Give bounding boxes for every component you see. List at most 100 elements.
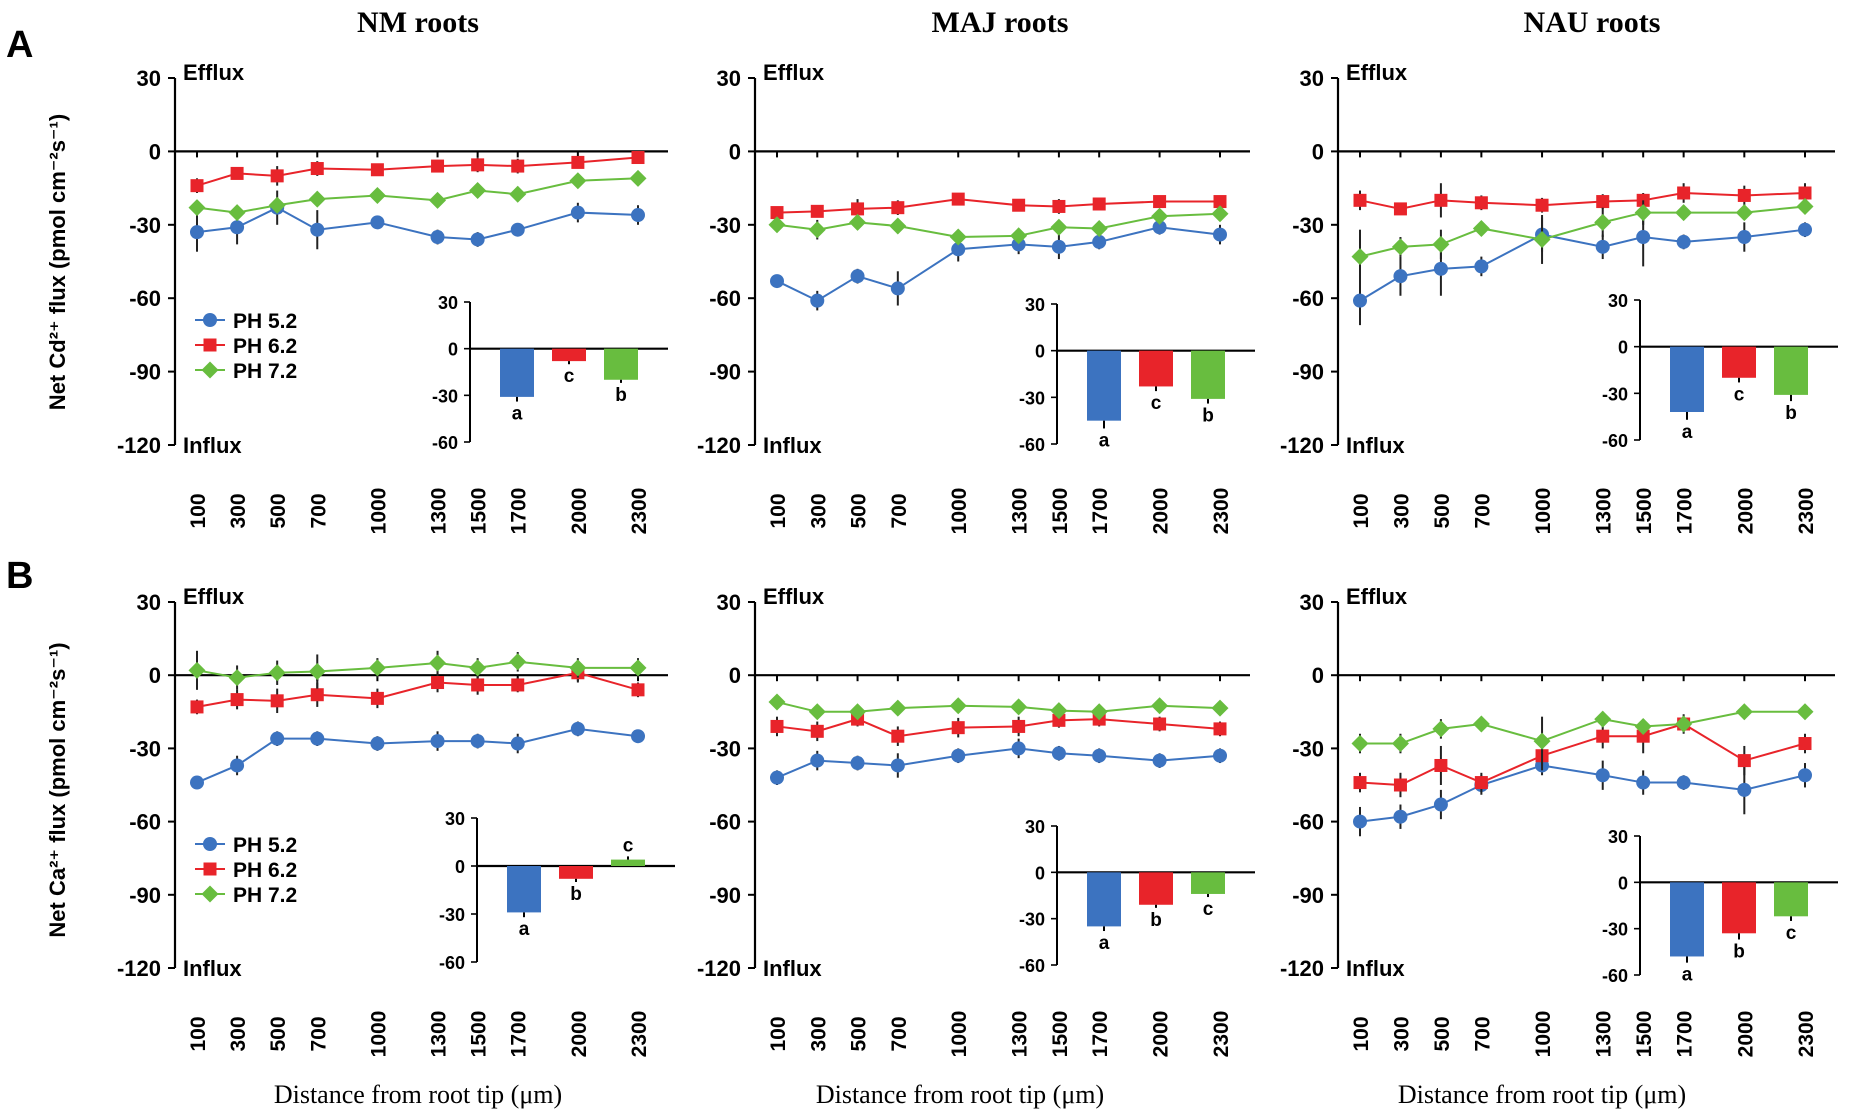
data-point-diamond bbox=[849, 703, 867, 721]
data-point-circle bbox=[1051, 239, 1066, 254]
data-point-diamond bbox=[268, 196, 286, 214]
data-point-circle bbox=[1353, 293, 1367, 308]
data-point-diamond bbox=[1472, 219, 1490, 237]
data-point-circle bbox=[1152, 753, 1167, 768]
x-tick-label: 2300 bbox=[1210, 1011, 1233, 1058]
data-point-diamond bbox=[429, 191, 447, 209]
data-point-circle bbox=[1051, 746, 1066, 761]
data-point-diamond bbox=[808, 703, 826, 721]
data-point-circle bbox=[1474, 259, 1489, 274]
x-tick-label: 2000 bbox=[1734, 1011, 1757, 1058]
x-tick-label: 500 bbox=[848, 1016, 871, 1051]
x-tick-label: 2300 bbox=[1795, 488, 1818, 535]
data-point-diamond bbox=[629, 659, 647, 677]
data-point-circle bbox=[310, 731, 325, 746]
inset-bar bbox=[507, 866, 541, 913]
data-point-circle bbox=[230, 220, 245, 235]
data-point-circle bbox=[1353, 814, 1367, 829]
inset-bar bbox=[500, 348, 534, 397]
y-tick-label: -30 bbox=[1292, 736, 1324, 761]
data-point-diamond bbox=[1735, 703, 1753, 721]
data-point-circle bbox=[190, 775, 204, 790]
series-line-PH72 bbox=[776, 212, 1221, 239]
y-tick-label: 0 bbox=[149, 663, 161, 688]
data-point-square bbox=[1737, 188, 1751, 202]
x-tick-label: 100 bbox=[767, 1016, 790, 1051]
inset-significance-letter: b bbox=[570, 884, 582, 905]
data-point-diamond bbox=[889, 217, 907, 235]
inset-y-tick-label: 0 bbox=[1035, 342, 1045, 362]
data-point-circle bbox=[1737, 782, 1752, 797]
data-point-square bbox=[1393, 202, 1407, 216]
data-point-square bbox=[1596, 729, 1610, 743]
data-point-diamond bbox=[629, 169, 647, 187]
x-tick-label: 700 bbox=[1471, 493, 1494, 528]
row-b-ylabel: Net Ca²⁺ flux (pmol cm⁻²s⁻¹) bbox=[45, 642, 70, 937]
data-point-diamond bbox=[1050, 218, 1068, 236]
data-point-square bbox=[1535, 198, 1549, 212]
y-tick-label: 0 bbox=[729, 139, 741, 164]
data-point-square bbox=[1474, 196, 1488, 210]
data-point-square bbox=[1153, 195, 1167, 209]
inset-y-tick-label: 0 bbox=[1035, 863, 1045, 883]
data-point-square bbox=[810, 724, 824, 738]
data-point-diamond bbox=[268, 664, 286, 682]
inset-y-tick-label: -60 bbox=[439, 953, 465, 973]
data-point-square bbox=[310, 688, 324, 702]
influx-label: Influx bbox=[763, 956, 822, 981]
legend-label: PH 5.2 bbox=[233, 310, 297, 333]
data-point-circle bbox=[951, 748, 966, 763]
data-point-diamond bbox=[1090, 219, 1108, 237]
x-tick-label: 1500 bbox=[1049, 488, 1072, 535]
influx-label: Influx bbox=[183, 433, 242, 458]
data-point-circle bbox=[1011, 741, 1026, 756]
y-tick-label: -60 bbox=[129, 810, 161, 835]
inset-y-tick-label: 30 bbox=[1025, 817, 1045, 837]
y-tick-label: -120 bbox=[697, 956, 741, 981]
y-tick-label: -30 bbox=[1292, 213, 1324, 238]
inset-bar bbox=[1722, 346, 1756, 378]
inset-y-tick-label: 30 bbox=[1608, 827, 1628, 847]
y-tick-label: -60 bbox=[129, 286, 161, 311]
data-point-square bbox=[1677, 186, 1691, 200]
x-tick-label: 2000 bbox=[1734, 488, 1757, 535]
inset-bar bbox=[1774, 882, 1808, 917]
data-point-square bbox=[1092, 197, 1106, 211]
data-point-circle bbox=[510, 736, 525, 751]
data-point-diamond bbox=[1675, 204, 1693, 222]
data-point-square bbox=[1012, 198, 1026, 212]
data-point-circle bbox=[850, 756, 865, 771]
data-point-diamond bbox=[569, 659, 587, 677]
x-tick-label: 1300 bbox=[428, 488, 451, 535]
y-tick-label: 30 bbox=[1300, 66, 1324, 91]
x-tick-label: 1500 bbox=[468, 1011, 491, 1058]
inset-significance-letter: a bbox=[1682, 965, 1693, 986]
influx-label: Influx bbox=[1346, 956, 1405, 981]
data-point-diamond bbox=[1634, 204, 1652, 222]
data-point-diamond bbox=[429, 654, 447, 672]
x-tick-label: 1000 bbox=[948, 1011, 971, 1058]
inset-significance-letter: a bbox=[1099, 933, 1110, 954]
data-point-diamond bbox=[1351, 248, 1369, 266]
data-point-square bbox=[1353, 776, 1367, 790]
data-point-diamond bbox=[1432, 235, 1450, 253]
legend-marker-square bbox=[203, 338, 217, 352]
data-point-diamond bbox=[949, 697, 967, 715]
x-tick-label: 1500 bbox=[1633, 488, 1656, 535]
inset-bar-chart: 30 0 -30 -60 a c b bbox=[1602, 291, 1838, 451]
data-point-circle bbox=[230, 758, 245, 773]
data-point-square bbox=[891, 201, 905, 215]
data-point-square bbox=[1213, 722, 1227, 736]
inset-bar-chart: 30 0 -30 -60 a b c bbox=[1019, 817, 1255, 976]
data-point-circle bbox=[1595, 239, 1610, 254]
inset-bar-chart: 30 0 -30 -60 a b c bbox=[439, 809, 675, 973]
data-point-square bbox=[1393, 778, 1407, 792]
data-point-circle bbox=[1011, 237, 1026, 252]
data-point-diamond bbox=[768, 216, 786, 234]
data-point-circle bbox=[1393, 809, 1408, 824]
data-point-square bbox=[1798, 186, 1812, 200]
x-tick-label: 300 bbox=[807, 1016, 830, 1051]
